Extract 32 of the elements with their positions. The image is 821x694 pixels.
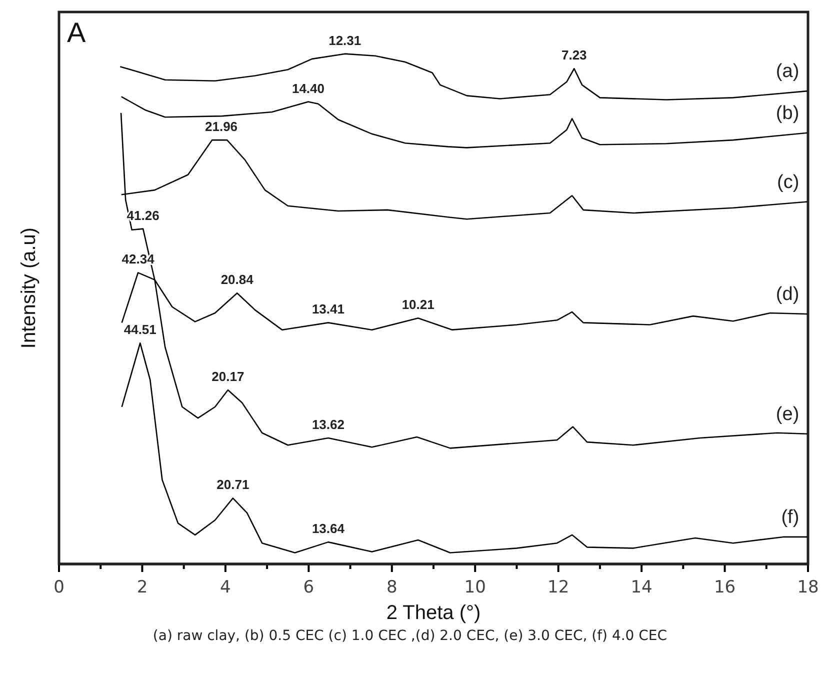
x-tick-label: 18 — [797, 578, 819, 598]
series-label: (d) — [776, 284, 800, 306]
y-axis-title: Intensity (a.u) — [18, 227, 40, 349]
annotation: 20.71 — [216, 477, 250, 492]
x-tick-label: 2 — [136, 578, 148, 598]
x-tick-label: 0 — [54, 578, 64, 598]
x-axis-title: 2 Theta (°) — [386, 602, 481, 624]
annotation: 13.64 — [312, 521, 346, 536]
annotation: 12.31 — [328, 32, 362, 48]
series-label: (f) — [781, 506, 800, 528]
x-tick-label: 6 — [303, 578, 314, 598]
series-label: (b) — [776, 102, 800, 124]
series-label: (a) — [776, 61, 800, 82]
annotation: 20.84 — [220, 272, 254, 288]
annotation: 10.21 — [402, 297, 434, 312]
x-tick-label: 10 — [464, 578, 486, 598]
annotation: 7.23 — [561, 48, 587, 63]
x-tick-label: 8 — [386, 578, 398, 598]
annotation: 14.40 — [292, 80, 325, 96]
annotation: 13.62 — [312, 416, 344, 432]
chart-title: A — [67, 17, 86, 48]
text: (a) raw clay, (b) 0.5 CEC (c) 1.0 CEC ,(d) 2.0 CEC, (e) 3.0 CEC, (f) 4.0 CEC — [152, 627, 668, 646]
series-label: (e) — [776, 404, 800, 425]
annotation: 20.17 — [212, 369, 244, 384]
x-tick-label: 14 — [630, 578, 652, 598]
x-tick-label: 12 — [548, 578, 570, 598]
annotation: 13.41 — [312, 302, 344, 317]
x-tick-label: 4 — [220, 578, 231, 598]
x-tick-label: 16 — [714, 578, 736, 598]
annotation: 21.96 — [205, 119, 238, 134]
annotation: 44.51 — [124, 322, 156, 338]
series-label: (c) — [777, 172, 800, 193]
